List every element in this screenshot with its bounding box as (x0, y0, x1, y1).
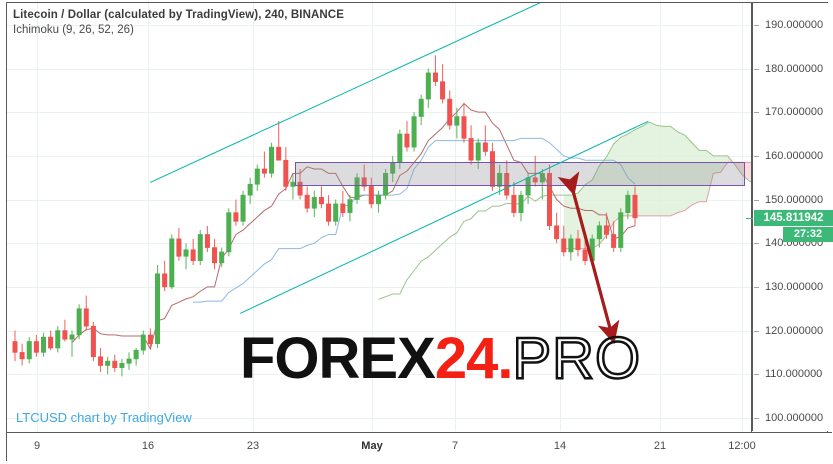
time-axis-label: 21 (653, 440, 667, 452)
gridline-h (7, 112, 751, 114)
price-tick (754, 374, 759, 376)
price-axis-label: 150.000000 (765, 193, 824, 206)
price-tick (754, 199, 759, 201)
current-price-tick (746, 217, 753, 219)
chart-credit-caption: LTCUSD chart by TradingView (16, 410, 192, 425)
price-tick (754, 286, 759, 288)
price-axis-label: 190.000000 (765, 18, 824, 31)
gridline-v (253, 3, 254, 431)
price-axis-label: 160.000000 (765, 149, 824, 162)
time-axis-label: 9 (33, 440, 41, 452)
price-axis-label: 130.000000 (765, 280, 824, 293)
price-axis-label: 180.000000 (765, 62, 824, 75)
price-tick (754, 155, 759, 157)
gridline-v (372, 3, 373, 431)
gridline-h (7, 330, 751, 332)
gridline-h (7, 24, 751, 26)
gridline-v (148, 3, 149, 431)
price-axis-label: 100.000000 (765, 411, 824, 424)
gridline-h (7, 417, 751, 419)
gridline-h (7, 243, 751, 245)
chart-plot-area[interactable] (7, 3, 751, 431)
price-tick (754, 24, 759, 26)
price-axis-label: 120.000000 (765, 324, 824, 337)
time-axis-label: 23 (246, 440, 260, 452)
axis-divider (751, 3, 752, 432)
price-tick (754, 330, 759, 332)
price-tick (754, 68, 759, 70)
time-axis-label: 7 (451, 440, 459, 452)
resistance-zone-rect[interactable] (295, 162, 745, 187)
current-price-badge[interactable]: 145.811942 (754, 209, 833, 226)
gridline-v (660, 3, 661, 431)
bar-countdown-badge: 27:32 (783, 226, 833, 242)
price-tick (754, 417, 759, 419)
gridline-v (37, 3, 38, 431)
time-axis[interactable]: 9 16 23 May 7 14 21 12:00 (7, 432, 832, 461)
price-axis[interactable]: 190.000000 180.000000 170.000000 160.000000… (746, 3, 833, 431)
price-tick (754, 112, 759, 114)
gridline-h (7, 155, 751, 157)
price-axis-label: 170.000000 (765, 106, 824, 119)
gridline-h (7, 68, 751, 70)
price-tick (754, 243, 759, 245)
gridline-h (7, 286, 751, 288)
price-axis-label: 110.000000 (765, 368, 823, 381)
time-axis-label: May (361, 440, 383, 452)
projected-decline-arrow[interactable] (7, 3, 751, 431)
gridline-h (7, 374, 751, 376)
time-axis-label: 16 (141, 440, 155, 452)
gridline-v (742, 3, 743, 431)
gridline-v (455, 3, 456, 431)
time-axis-label: 12:00 (728, 440, 756, 452)
time-axis-label: 14 (553, 440, 567, 452)
